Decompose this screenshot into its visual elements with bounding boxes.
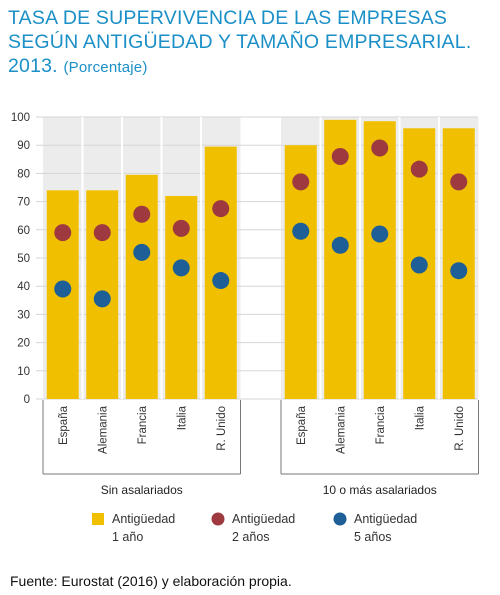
dot-antiguedad-5-anos	[212, 272, 230, 290]
bar-antiguedad-1-ano	[324, 119, 357, 399]
legend-marker-square	[92, 513, 104, 525]
category-label: Francia	[375, 405, 387, 444]
y-tick-label: 10	[17, 366, 30, 378]
dot-antiguedad-5-anos	[410, 256, 428, 274]
source-note: Fuente: Eurostat (2016) y elaboración pr…	[10, 573, 292, 589]
legend-label-line1: Antigüedad	[232, 512, 295, 526]
dot-antiguedad-2-anos	[54, 224, 72, 242]
dot-antiguedad-5-anos	[292, 222, 310, 240]
title-unit: (Porcentaje)	[63, 59, 148, 76]
chart-title: TASA DE SUPERVIVENCIA DE LAS EMPRESAS SE…	[8, 6, 496, 80]
dot-antiguedad-5-anos	[54, 280, 72, 298]
dot-antiguedad-2-anos	[172, 219, 190, 237]
category-label: Francia	[137, 405, 149, 444]
bar-antiguedad-1-ano	[363, 121, 396, 400]
legend-marker-circle	[333, 512, 347, 526]
dot-antiguedad-2-anos	[292, 173, 310, 191]
dot-antiguedad-5-anos	[331, 236, 349, 254]
legend-label-line2: 1 año	[112, 530, 143, 544]
dot-antiguedad-5-anos	[93, 290, 111, 308]
category-label: R. Unido	[216, 406, 228, 451]
legend-label-line1: Antigüedad	[354, 512, 417, 526]
y-tick-label: 50	[17, 253, 30, 265]
category-label: España	[58, 405, 70, 445]
category-label: Alemania	[335, 405, 347, 454]
title-line-2: SEGÚN ANTIGÜEDAD Y TAMAÑO EMPRESARIAL.	[8, 31, 472, 53]
y-tick-label: 40	[17, 281, 30, 293]
dot-antiguedad-2-anos	[212, 200, 230, 218]
dot-antiguedad-5-anos	[371, 225, 389, 243]
y-tick-label: 0	[24, 394, 30, 406]
title-line-3: 2013. (Porcentaje)	[8, 54, 496, 80]
legend-label-line2: 5 años	[354, 530, 392, 544]
legend-label-line1: Antigüedad	[112, 512, 175, 526]
y-tick-label: 90	[17, 140, 30, 152]
dot-antiguedad-2-anos	[450, 173, 468, 191]
category-label: Italia	[176, 405, 188, 430]
dot-antiguedad-2-anos	[410, 160, 428, 178]
group-label: Sin asalariados	[101, 483, 183, 497]
dot-antiguedad-2-anos	[331, 147, 349, 165]
dot-antiguedad-5-anos	[172, 259, 190, 277]
legend-label-line2: 2 años	[232, 530, 270, 544]
title-year: 2013.	[8, 55, 58, 77]
group-label: 10 o más asalariados	[323, 483, 437, 497]
category-label: España	[296, 405, 308, 445]
title-line-1: TASA DE SUPERVIVENCIA DE LAS EMPRESAS	[8, 7, 448, 29]
y-tick-label: 20	[17, 338, 30, 350]
legend-marker-circle	[211, 512, 225, 526]
y-tick-label: 80	[17, 168, 30, 180]
dot-antiguedad-5-anos	[133, 243, 151, 261]
y-tick-label: 30	[17, 309, 30, 321]
category-label: R. Unido	[454, 406, 466, 451]
dot-antiguedad-5-anos	[450, 262, 468, 280]
y-tick-label: 100	[11, 112, 30, 124]
y-tick-label: 70	[17, 197, 30, 209]
dot-antiguedad-2-anos	[133, 205, 151, 223]
category-label: Alemania	[97, 405, 109, 454]
survival-rate-chart: 0 10 20 30 40 50 60 70 80 90 100 España Alemania Fran…	[11, 112, 479, 544]
y-tick-label: 60	[17, 225, 30, 237]
dot-antiguedad-2-anos	[371, 139, 389, 157]
dot-antiguedad-2-anos	[93, 224, 111, 242]
category-label: Italia	[414, 405, 426, 430]
